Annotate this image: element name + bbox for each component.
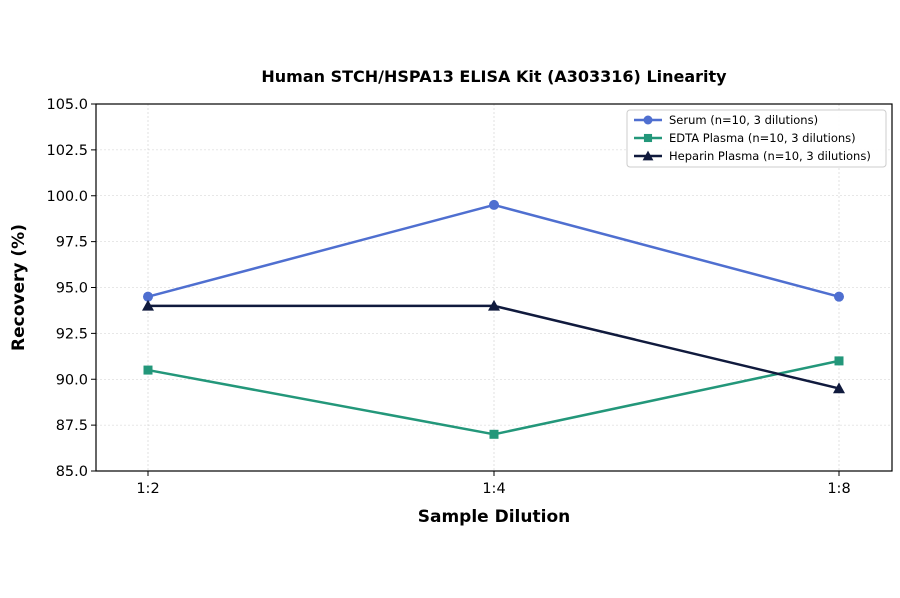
y-tick-label: 97.5 xyxy=(56,235,88,251)
legend: Serum (n=10, 3 dilutions) EDTA Plasma (n=… xyxy=(626,109,887,168)
y-tick-label: 87.5 xyxy=(56,418,88,434)
legend-marker xyxy=(642,150,654,161)
data-point-heparin xyxy=(488,299,500,311)
x-tick-label: 1:2 xyxy=(136,481,159,497)
legend-box xyxy=(626,109,887,168)
x-tick-label: 1:8 xyxy=(827,481,850,497)
legend-marker xyxy=(643,133,653,143)
series-serum xyxy=(143,199,844,302)
legend-label: EDTA Plasma (n=10, 3 dilutions) xyxy=(669,131,856,145)
data-point-serum xyxy=(143,291,153,302)
series-line-edta xyxy=(147,359,840,436)
y-tick-label: 102.5 xyxy=(46,143,88,159)
data-point-serum xyxy=(489,199,499,210)
y-tick-label: 105.0 xyxy=(46,97,88,113)
legend-item-edta: EDTA Plasma (n=10, 3 dilutions) xyxy=(634,131,856,145)
legend-entries: Serum (n=10, 3 dilutions) EDTA Plasma (n=… xyxy=(634,113,871,163)
legend-item-heparin: Heparin Plasma (n=10, 3 dilutions) xyxy=(634,149,871,163)
series-edta xyxy=(143,356,844,439)
legend-marker xyxy=(643,115,653,125)
y-axis-label: Recovery (%) xyxy=(9,224,29,351)
series-heparin xyxy=(142,299,845,394)
y-tick-label: 90.0 xyxy=(56,372,88,388)
data-point-edta xyxy=(143,365,153,375)
chart-title: Human STCH/HSPA13 ELISA Kit (A303316) Li… xyxy=(261,67,727,86)
series-layer xyxy=(142,199,845,439)
legend-label: Serum (n=10, 3 dilutions) xyxy=(669,113,818,127)
x-axis-label: Sample Dilution xyxy=(418,507,570,527)
y-tick-label: 95.0 xyxy=(56,281,88,297)
y-tick-label: 92.5 xyxy=(56,326,88,342)
axis-ticks: 85.0 87.5 90.0 92.5 95.0 97.5 100.0 102.5 105.0 1… xyxy=(46,97,850,497)
series-line-heparin xyxy=(148,304,840,390)
legend-label: Heparin Plasma (n=10, 3 dilutions) xyxy=(669,149,871,163)
data-point-edta xyxy=(489,429,499,439)
x-tick-label: 1:4 xyxy=(482,481,505,497)
y-tick-label: 85.0 xyxy=(56,464,88,480)
data-point-serum xyxy=(834,291,844,302)
legend-item-serum: Serum (n=10, 3 dilutions) xyxy=(634,113,818,127)
y-tick-label: 100.0 xyxy=(46,189,88,205)
data-point-heparin xyxy=(142,299,154,311)
series-line-serum xyxy=(147,203,840,298)
data-point-heparin xyxy=(833,382,845,394)
data-point-edta xyxy=(834,356,844,366)
